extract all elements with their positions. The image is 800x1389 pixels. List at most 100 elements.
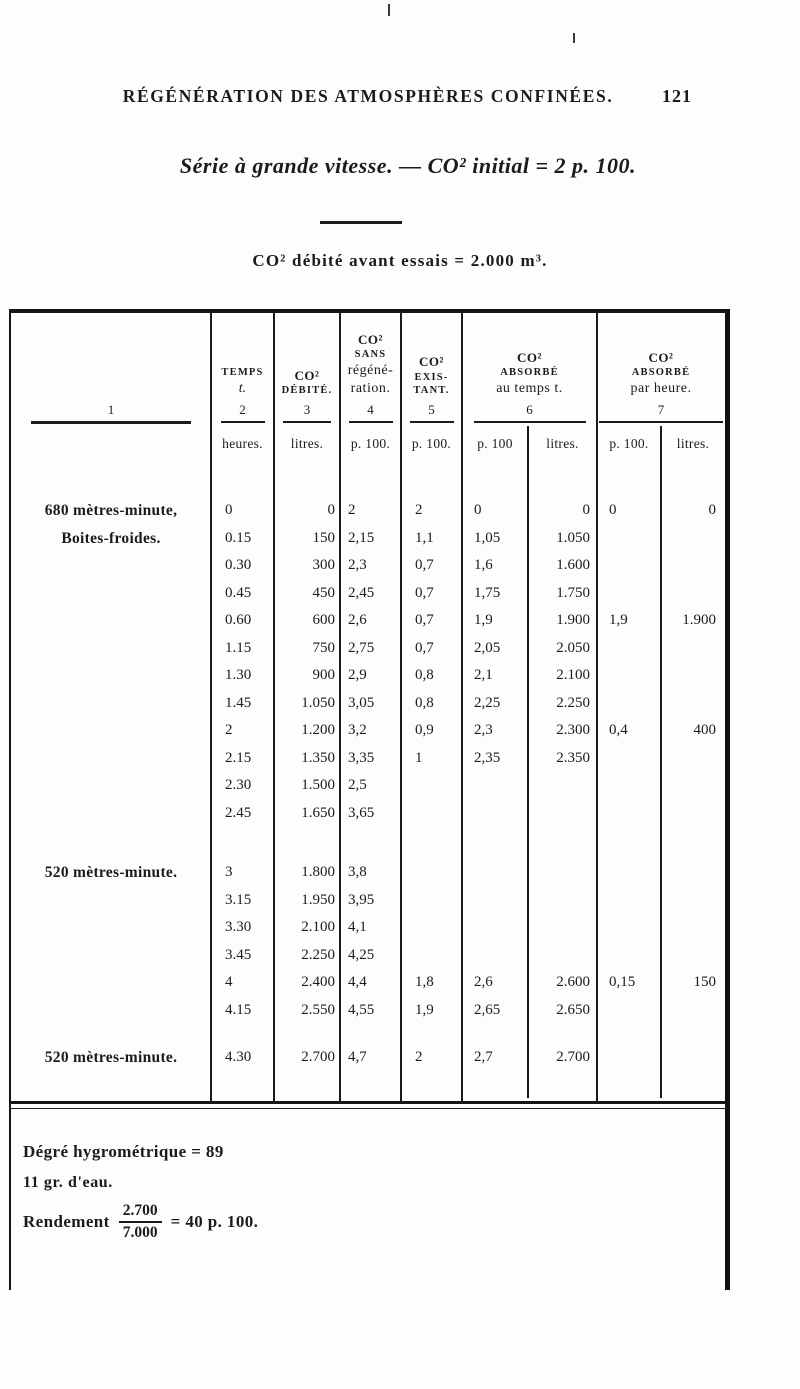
table-row: 0.60 600 2,6 0,7 1,9 1.900 1,9 1.900: [11, 607, 725, 635]
table-cell: 0.30: [225, 557, 252, 574]
table-cell: 2.550: [301, 1001, 335, 1018]
column-divider: [273, 313, 275, 1104]
scan-artifact: [388, 4, 390, 16]
column-header-line: ABSORBÉ: [500, 367, 559, 379]
unit-label: heures.: [222, 436, 263, 451]
table-cell: 1.050: [301, 694, 335, 711]
column-header: CO² EXIS- TANT. 5: [401, 313, 462, 426]
table-row: 4 2.400 4,4 1,8 2,6 2.600 0,15 150: [11, 969, 725, 997]
table-cell: 4,55: [348, 1001, 375, 1018]
unit-label: litres.: [546, 436, 579, 451]
fraction-bar: [118, 1221, 162, 1223]
table-row: 3.15 1.950 3,95: [11, 887, 725, 915]
table-cell: 4: [225, 974, 233, 991]
table-cell: 0,8: [415, 667, 434, 684]
table-cell: 2.250: [556, 694, 590, 711]
table-cell: 2.350: [556, 749, 590, 766]
table-cell: 1.750: [556, 584, 590, 601]
unit-label: p. 100: [477, 436, 513, 451]
table-cell: 1.30: [225, 667, 252, 684]
table-cell: 2: [415, 1049, 423, 1066]
table-cell: 2,5: [348, 777, 367, 794]
table-cell: 2.15: [225, 749, 252, 766]
table-cell: 0,7: [415, 639, 434, 656]
column-number: 6: [526, 401, 533, 417]
table-cell: 1.900: [682, 612, 716, 629]
table-cell: 1.350: [301, 749, 335, 766]
column-header: CO² SANS régéné-ration. 4: [340, 313, 401, 426]
table-row: Boites-froides. 0.15 150 2,15 1,1 1,05 1.050: [11, 525, 725, 553]
table-cell: 1,1: [415, 529, 434, 546]
table-row: 2.30 1.500 2,5: [11, 772, 725, 800]
table-cell: 1.950: [301, 891, 335, 908]
table-cell: 2.600: [556, 974, 590, 991]
table-cell: 0: [609, 502, 617, 519]
table-cell: 1.200: [301, 722, 335, 739]
table-cell: 1,6: [474, 557, 493, 574]
running-head: RÉGÉNÉRATION DES ATMOSPHÈRES CONFINÉES.: [122, 86, 614, 106]
table-cell: 0,7: [415, 584, 434, 601]
table-cell: 2.650: [556, 1001, 590, 1018]
table-cell: 3.45: [225, 946, 252, 963]
table-cell: 0: [708, 502, 717, 519]
table-cell: 4.30: [225, 1049, 252, 1066]
column-number-rule: [31, 421, 191, 424]
table-cell: 1.15: [225, 639, 252, 656]
table-cell: 0,8: [415, 694, 434, 711]
unit-label: [11, 428, 211, 462]
rendement-note: Rendement 2.700 7.000 = 40 p. 100.: [23, 1202, 258, 1242]
column-header-line: SANS: [354, 349, 387, 361]
column-number-rule: [599, 421, 723, 423]
table-cell: 0: [582, 502, 591, 519]
column-number: 2: [239, 401, 246, 417]
table-cell: 1.650: [301, 804, 335, 821]
rendement-label: Rendement: [23, 1212, 110, 1231]
table-cell: 4,4: [348, 974, 367, 991]
fraction-denominator: 7.000: [122, 1224, 158, 1241]
table-row: 2.45 1.650 3,65: [11, 800, 725, 828]
data-table: 1 TEMPS t. 2 CO² DÉBITÉ. 3 CO² SANS régéné-ration…: [9, 309, 730, 1290]
table-cell: 2,3: [348, 557, 367, 574]
table-cell: 2,65: [474, 1001, 501, 1018]
table-cell: 1,05: [474, 529, 501, 546]
column-number-rule: [220, 421, 265, 423]
unit-label: litres.: [676, 436, 710, 451]
table-row: 2 1.200 3,2 0,9 2,3 2.300 0,4 400: [11, 717, 725, 745]
table-row: 1.30 900 2,9 0,8 2,1 2.100: [11, 662, 725, 690]
table-cell: 1.050: [556, 529, 590, 546]
column-header-line: t.: [238, 380, 247, 396]
table-cell: 4,25: [348, 946, 375, 963]
hygrometric-note: Dégré hygrométrique = 89: [23, 1142, 224, 1161]
column-header: CO² DÉBITÉ. 3: [274, 313, 340, 426]
column-header-line: CO²: [517, 349, 542, 365]
rendement-fraction: 2.700 7.000: [118, 1202, 162, 1242]
table-row: 1.15 750 2,75 0,7 2,05 2.050: [11, 635, 725, 663]
table-cell: 1,8: [415, 974, 434, 991]
column-number: 1: [107, 401, 115, 417]
table-cell: 150: [312, 529, 336, 546]
table-cell: 1,9: [474, 612, 493, 629]
table-cell: 0,9: [415, 722, 434, 739]
table-cell: 1.500: [301, 777, 335, 794]
table-cell: 3: [225, 864, 233, 881]
column-header-line: CO²: [648, 349, 674, 365]
column-header: CO² ABSORBÉ au temps t. 6: [462, 313, 597, 426]
table-cell: 3,95: [348, 891, 375, 908]
column-number: 3: [303, 401, 311, 417]
rendement-result: = 40 p. 100.: [170, 1212, 259, 1231]
table-cell: 600: [312, 612, 336, 629]
unit-label: p. 100.: [609, 436, 649, 451]
table-cell: 0,4: [609, 722, 628, 739]
table-body: 680 mètres-minute, 0 0 2 2 0 0 0 0 Boites-froides…: [11, 497, 725, 1072]
table-cell: 0.60: [225, 612, 252, 629]
column-header-line: ration.: [350, 380, 391, 396]
column-header-line: TEMPS: [221, 367, 264, 379]
table-cell: 2.100: [556, 667, 590, 684]
table-cell: 3,05: [348, 694, 375, 711]
table-cell: 2.700: [556, 1049, 590, 1066]
scan-artifact: [573, 33, 575, 43]
column-header-line: au temps t.: [496, 380, 563, 396]
table-cell: 1.600: [556, 557, 590, 574]
table-cell: 3,35: [348, 749, 375, 766]
table-cell: 1,75: [474, 584, 501, 601]
